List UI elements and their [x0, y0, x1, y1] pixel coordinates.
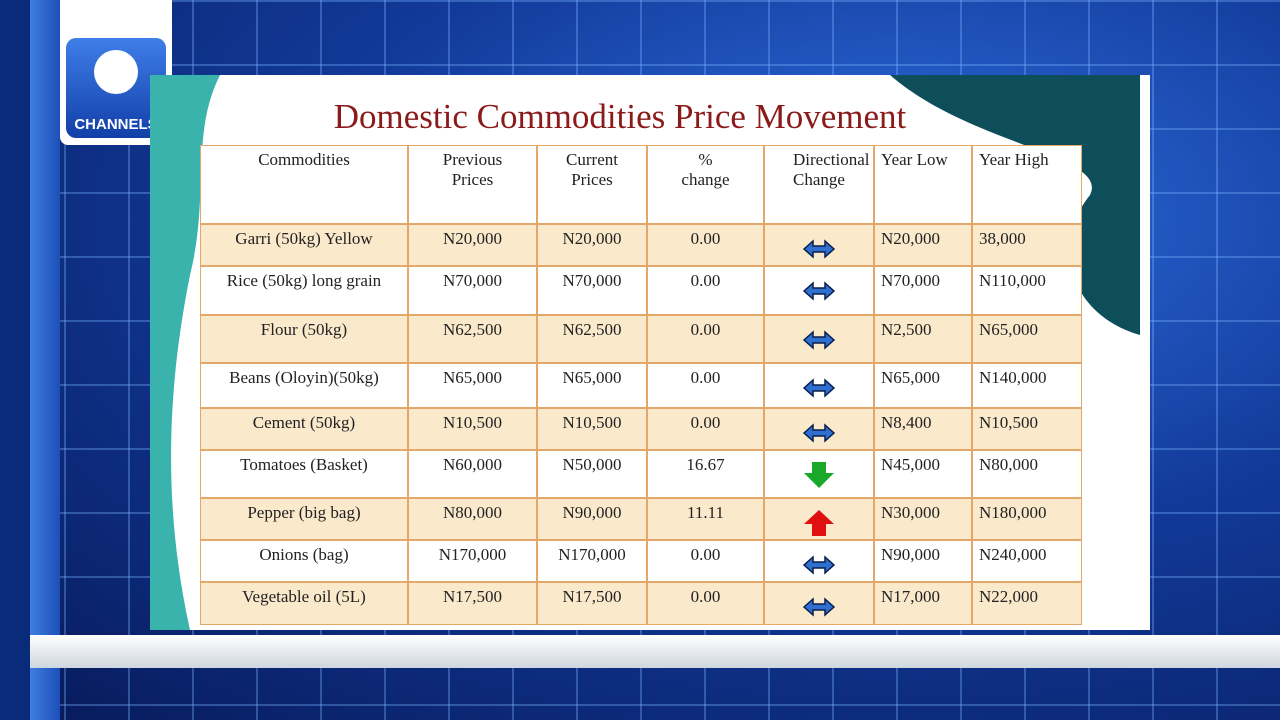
table-cell: [764, 315, 874, 363]
table-cell: 0.00: [647, 582, 764, 625]
table-cell: N140,000: [972, 363, 1082, 408]
table-cell: 0.00: [647, 363, 764, 408]
table-cell: N110,000: [972, 266, 1082, 315]
table-cell: Vegetable oil (5L): [200, 582, 408, 625]
table-cell: 16.67: [647, 450, 764, 498]
table-cell: N70,000: [874, 266, 972, 315]
table-cell: N30,000: [874, 498, 972, 540]
table-cell: N20,000: [537, 224, 647, 266]
table-cell: 11.11: [647, 498, 764, 540]
table-cell: Onions (bag): [200, 540, 408, 582]
table-cell: N17,000: [874, 582, 972, 625]
table-cell: 0.00: [647, 224, 764, 266]
table-cell: 38,000: [972, 224, 1082, 266]
table-cell: 0.00: [647, 266, 764, 315]
table-cell: [764, 408, 874, 450]
table-cell: N50,000: [537, 450, 647, 498]
table-cell: Garri (50kg) Yellow: [200, 224, 408, 266]
table-cell: 0.00: [647, 540, 764, 582]
header-cell: Year Low: [874, 145, 972, 224]
table-cell: Rice (50kg) long grain: [200, 266, 408, 315]
table-cell: N80,000: [408, 498, 537, 540]
table-cell: Pepper (big bag): [200, 498, 408, 540]
ticker-bar: [30, 635, 1280, 668]
table-cell: N65,000: [408, 363, 537, 408]
side-strip: [30, 0, 60, 720]
direction-arrow: [802, 378, 836, 398]
table-cell: N240,000: [972, 540, 1082, 582]
table-cell: Tomatoes (Basket): [200, 450, 408, 498]
table-cell: Beans (Oloyin)(50kg): [200, 363, 408, 408]
direction-arrow: [802, 555, 836, 575]
direction-arrow: [802, 330, 836, 350]
channel-logo: CHANNELS: [60, 0, 172, 145]
table-cell: Cement (50kg): [200, 408, 408, 450]
table-cell: N20,000: [874, 224, 972, 266]
header-cell: Year High: [972, 145, 1082, 224]
table-cell: N22,000: [972, 582, 1082, 625]
direction-arrow: [802, 423, 836, 443]
table-cell: [764, 266, 874, 315]
direction-arrow: [802, 597, 836, 617]
table-cell: N90,000: [537, 498, 647, 540]
table-cell: N8,400: [874, 408, 972, 450]
table-cell: N65,000: [537, 363, 647, 408]
table-cell: N2,500: [874, 315, 972, 363]
table-cell: N180,000: [972, 498, 1082, 540]
table-cell: N17,500: [537, 582, 647, 625]
table-cell: [764, 498, 874, 540]
header-cell: Commodities: [200, 145, 408, 224]
table-cell: N17,500: [408, 582, 537, 625]
direction-arrow: [804, 462, 834, 488]
table-cell: N70,000: [537, 266, 647, 315]
table-cell: N10,500: [972, 408, 1082, 450]
table-cell: N170,000: [537, 540, 647, 582]
direction-arrow: [802, 239, 836, 259]
table-cell: [764, 363, 874, 408]
header-cell: Previous Prices: [408, 145, 537, 224]
table-cell: [764, 224, 874, 266]
slide-title: Domestic Commodities Price Movement: [333, 97, 907, 136]
logo-globe: [94, 50, 138, 94]
table-cell: N80,000: [972, 450, 1082, 498]
table-cell: [764, 582, 874, 625]
table-cell: N45,000: [874, 450, 972, 498]
table-cell: N62,500: [408, 315, 537, 363]
direction-arrow: [802, 281, 836, 301]
table-cell: N10,500: [537, 408, 647, 450]
header-cell: % change: [647, 145, 764, 224]
table-cell: 0.00: [647, 315, 764, 363]
table-cell: N10,500: [408, 408, 537, 450]
table-cell: [764, 450, 874, 498]
header-cell: Directional Change: [764, 145, 874, 224]
table-cell: N60,000: [408, 450, 537, 498]
table-cell: N90,000: [874, 540, 972, 582]
table-cell: N65,000: [972, 315, 1082, 363]
table-cell: N20,000: [408, 224, 537, 266]
table-cell: [764, 540, 874, 582]
table-cell: Flour (50kg): [200, 315, 408, 363]
table-cell: N70,000: [408, 266, 537, 315]
side-strip: [0, 0, 30, 720]
table-cell: N170,000: [408, 540, 537, 582]
direction-arrow: [804, 510, 834, 536]
logo-text: CHANNELS: [74, 116, 158, 133]
table-cell: 0.00: [647, 408, 764, 450]
table-cell: N62,500: [537, 315, 647, 363]
table-cell: N65,000: [874, 363, 972, 408]
header-cell: Current Prices: [537, 145, 647, 224]
logo-box: CHANNELS: [66, 38, 166, 138]
